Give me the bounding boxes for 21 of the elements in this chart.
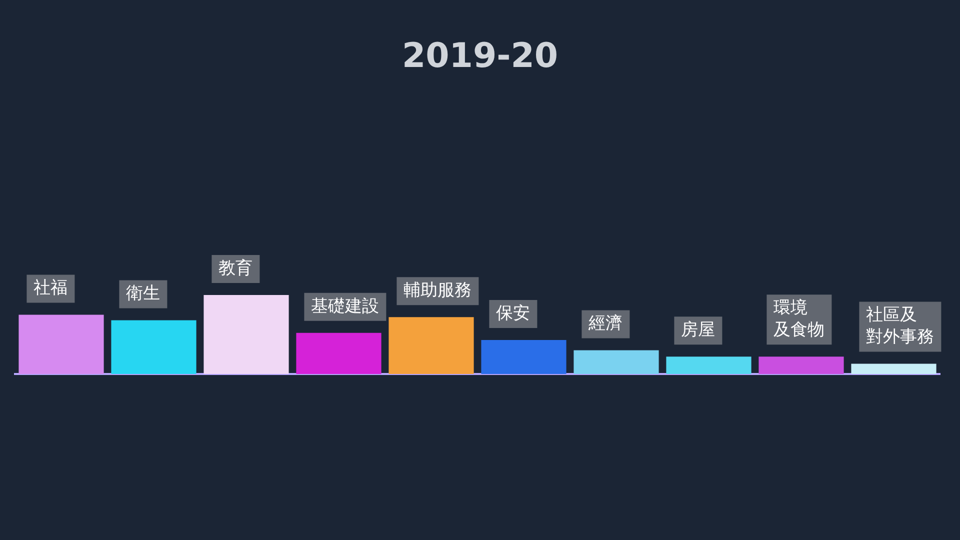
chart-title: 2019-20 (402, 36, 558, 76)
bar (388, 317, 474, 374)
x-tick-label: 輔助服務 (404, 280, 472, 301)
bar (851, 364, 936, 374)
x-tick-label: 教育 (218, 258, 253, 278)
x-tick-label: 經濟 (588, 314, 623, 334)
bar (111, 320, 196, 374)
bar (296, 332, 382, 374)
x-tick-label: 保安 (496, 303, 530, 324)
x-tick-label: 社福 (34, 278, 68, 298)
bar (574, 350, 659, 374)
bar (18, 314, 104, 374)
x-tick-label: 房屋 (681, 320, 716, 340)
x-tick-label: 衛生 (126, 284, 160, 304)
x-tick-label: 社區及對外事務 (866, 305, 934, 348)
bar (481, 340, 566, 374)
bar (758, 356, 844, 374)
bar (666, 356, 752, 374)
x-tick-label: 環境及食物 (774, 298, 825, 340)
bar (204, 295, 289, 374)
x-tick-label: 基礎建設 (311, 296, 380, 316)
